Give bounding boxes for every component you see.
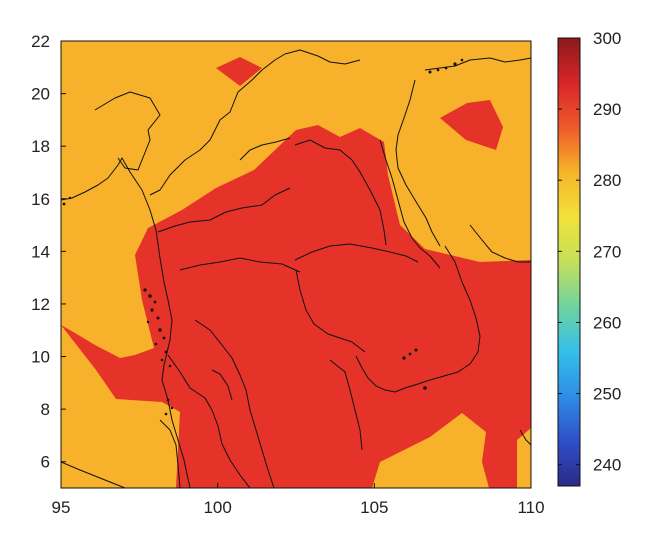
y-tick-label: 14 [31, 242, 50, 261]
y-tick-label: 10 [31, 348, 50, 367]
colorbar-tick-label: 280 [593, 171, 621, 190]
colorbar-tick-label: 300 [593, 29, 621, 48]
colorbar: 240 250 260 270 280 290 300 [557, 29, 621, 487]
colorbar-tick-label: 270 [593, 242, 621, 261]
x-tick-label: 105 [360, 498, 388, 517]
y-tick-label: 22 [31, 32, 50, 51]
y-tick-label: 18 [31, 137, 50, 156]
y-tick-label: 6 [41, 453, 50, 472]
y-tick-label: 20 [31, 85, 50, 104]
coastlines-borders [61, 49, 531, 488]
colorbar-tick-label: 260 [593, 313, 621, 332]
x-tick-label: 95 [52, 498, 71, 517]
y-tick-label: 8 [41, 400, 50, 419]
y-axis: 6 8 10 12 14 16 18 20 22 [31, 32, 66, 472]
field-level-red-small-west [216, 57, 262, 86]
colorbar-gradient [558, 38, 580, 486]
colorbar-tick-label: 250 [593, 385, 621, 404]
y-tick-label: 16 [31, 190, 50, 209]
colorbar-tick-label: 240 [593, 456, 621, 475]
x-tick-label: 110 [517, 498, 544, 517]
field-level-red-main [61, 125, 531, 488]
colorbar-frame [557, 37, 581, 487]
x-axis: 95 100 105 110 [52, 483, 545, 517]
field-level-red-small-east [440, 100, 503, 150]
plot-frame [60, 40, 532, 489]
y-tick-label: 12 [31, 295, 50, 314]
colorbar-ticks: 240 250 260 270 280 290 300 [558, 29, 621, 475]
x-tick-label: 100 [203, 498, 231, 517]
colorbar-tick-label: 290 [593, 100, 621, 119]
plot-area [61, 41, 531, 488]
island-clusters [62, 58, 464, 416]
